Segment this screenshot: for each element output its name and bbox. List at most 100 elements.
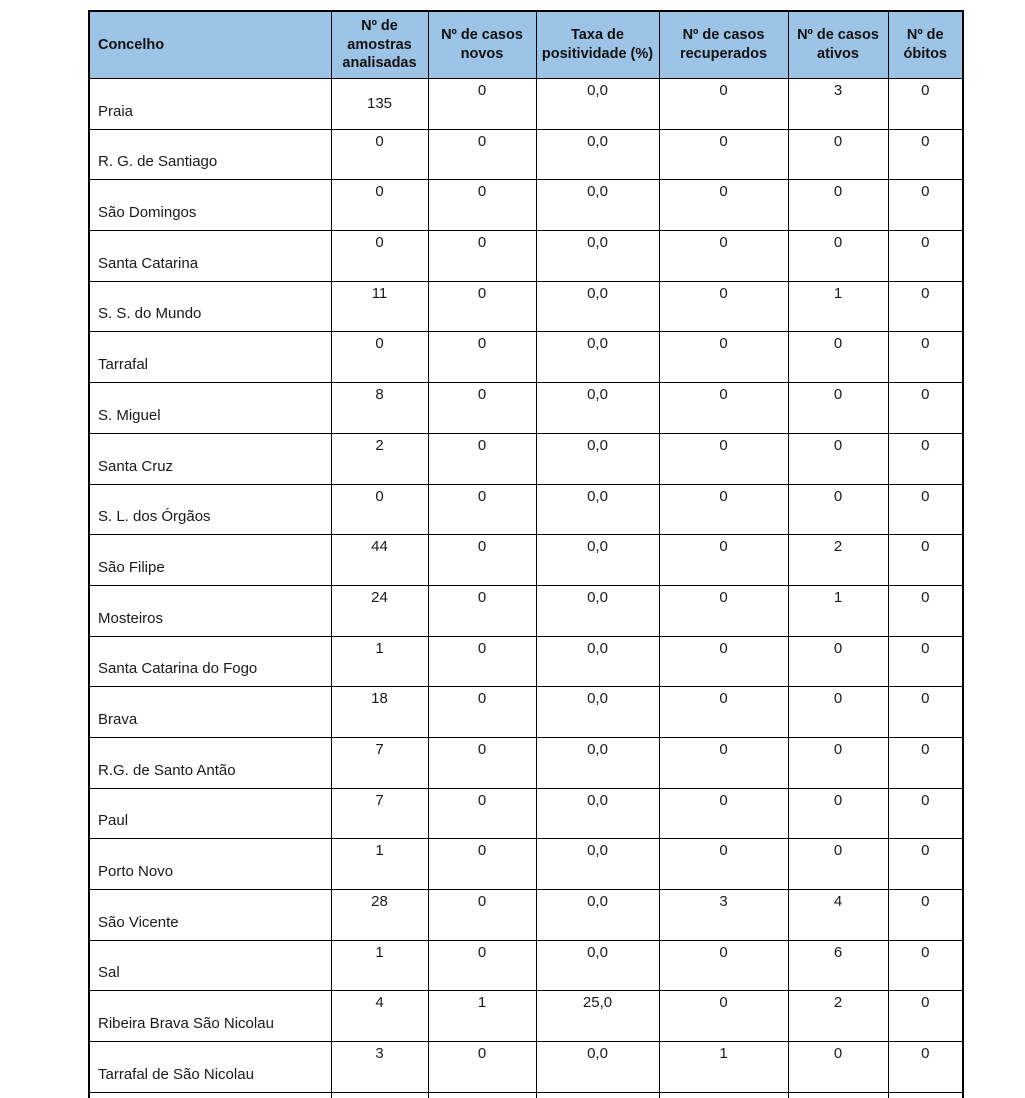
- cell-recuperados: 0: [658, 280, 789, 333]
- cell-novos: 0: [427, 1091, 537, 1098]
- column-header-recuperados: Nº de casos recuperados: [658, 10, 789, 79]
- table-row: São Domingos 0 0 0,0 0 0 0: [88, 179, 964, 232]
- cell-obitos: 0: [887, 1041, 964, 1093]
- cell-novos: 0: [427, 179, 537, 232]
- table-row: Tarrafal 0 0 0,0 0 0 0: [88, 331, 964, 384]
- table-row: São Vicente 28 0 0,0 3 4 0: [88, 889, 964, 941]
- cell-recuperados: 0: [658, 736, 789, 789]
- cell-concelho: Brava: [88, 686, 332, 738]
- cell-novos: 0: [427, 534, 537, 586]
- cell-amostras: 24: [330, 584, 429, 637]
- column-header-concelho: Concelho: [88, 10, 332, 79]
- column-header-ativos: Nº de casos ativos: [787, 10, 889, 79]
- cell-recuperados: 0: [658, 686, 789, 738]
- header-row: Concelho Nº de amostras analisadas Nº de c…: [88, 10, 964, 79]
- table-row: Porto Novo 1 0 0,0 0 0 0: [88, 838, 964, 890]
- cell-obitos: 0: [887, 584, 964, 637]
- cell-amostras: 1: [330, 838, 429, 890]
- table-row: Praia 135 0 0,0 0 3 0: [88, 78, 964, 130]
- cell-taxa: 0,0: [535, 736, 660, 789]
- cell-obitos: 0: [887, 787, 964, 840]
- cell-ativos: 2: [787, 534, 889, 586]
- cell-recuperados: 0: [658, 331, 789, 384]
- cell-ativos: 0: [787, 1041, 889, 1093]
- cell-ativos: 0: [787, 382, 889, 434]
- cell-ativos: 1: [787, 280, 889, 333]
- cell-novos: 0: [427, 483, 537, 536]
- table-row: R. G. de Santiago 0 0 0,0 0 0 0: [88, 128, 964, 181]
- cell-amostras: 11: [330, 280, 429, 333]
- cell-concelho: R. G. de Santiago: [88, 128, 332, 181]
- cell-concelho: Paul: [88, 787, 332, 840]
- cell-taxa: 0,0: [535, 483, 660, 536]
- concelhos-table-wrap: Concelho Nº de amostras analisadas Nº de c…: [88, 10, 964, 1098]
- cell-obitos: 0: [887, 179, 964, 232]
- cell-ativos: 0: [787, 230, 889, 282]
- cell-recuperados: 3: [658, 889, 789, 941]
- column-header-taxa: Taxa de positividade (%): [535, 10, 660, 79]
- cell-taxa: 0,0: [535, 534, 660, 586]
- cell-concelho: Tarrafal: [88, 331, 332, 384]
- cell-obitos: 0: [887, 331, 964, 384]
- cell-taxa: 0,0: [535, 179, 660, 232]
- table-row: Paul 7 0 0,0 0 0 0: [88, 787, 964, 840]
- cell-obitos: 0: [887, 1091, 964, 1098]
- cell-obitos: 0: [887, 78, 964, 130]
- cell-recuperados: 0: [658, 78, 789, 130]
- cell-concelho: Praia: [88, 78, 332, 130]
- table-row: Ribeira Brava São Nicolau 4 1 25,0 0 2 0: [88, 990, 964, 1043]
- table-row: Santa Catarina 0 0 0,0 0 0 0: [88, 230, 964, 282]
- table-row: S. L. dos Órgãos 0 0 0,0 0 0 0: [88, 483, 964, 536]
- cell-obitos: 0: [887, 483, 964, 536]
- cell-novos: 0: [427, 331, 537, 384]
- cell-amostras: 0: [330, 1091, 429, 1098]
- cell-recuperados: 0: [658, 1091, 789, 1098]
- cell-ativos: 2: [787, 990, 889, 1043]
- cell-concelho: São Filipe: [88, 534, 332, 586]
- cell-obitos: 0: [887, 432, 964, 485]
- cell-novos: 0: [427, 686, 537, 738]
- cell-amostras: 7: [330, 736, 429, 789]
- cell-obitos: 0: [887, 990, 964, 1043]
- cell-obitos: 0: [887, 230, 964, 282]
- cell-novos: 0: [427, 939, 537, 992]
- cell-ativos: 0: [787, 838, 889, 890]
- cell-novos: 0: [427, 432, 537, 485]
- table-row: São Filipe 44 0 0,0 0 2 0: [88, 534, 964, 586]
- table-row: Mosteiros 24 0 0,0 0 1 0: [88, 584, 964, 637]
- cell-recuperados: 0: [658, 787, 789, 840]
- cell-concelho: Santa Cruz: [88, 432, 332, 485]
- cell-taxa: 0,0: [535, 635, 660, 688]
- table-row: Santa Catarina do Fogo 1 0 0,0 0 0 0: [88, 635, 964, 688]
- cell-recuperados: 0: [658, 230, 789, 282]
- cell-taxa: 0,0: [535, 432, 660, 485]
- cell-ativos: 0: [787, 483, 889, 536]
- cell-recuperados: 0: [658, 838, 789, 890]
- cell-obitos: 0: [887, 635, 964, 688]
- cell-amostras: 3: [330, 1041, 429, 1093]
- cell-amostras: 0: [330, 179, 429, 232]
- cell-obitos: 0: [887, 736, 964, 789]
- table-header: Concelho Nº de amostras analisadas Nº de c…: [88, 10, 964, 79]
- cell-ativos: 3: [787, 78, 889, 130]
- cell-ativos: 1: [787, 584, 889, 637]
- cell-novos: 0: [427, 584, 537, 637]
- cell-obitos: 0: [887, 939, 964, 992]
- cell-ativos: 0: [787, 331, 889, 384]
- cell-taxa: 0,0: [535, 1091, 660, 1098]
- cell-amostras: 2: [330, 432, 429, 485]
- cell-taxa: 0,0: [535, 939, 660, 992]
- cell-recuperados: 0: [658, 179, 789, 232]
- cell-concelho: S. Miguel: [88, 382, 332, 434]
- cell-ativos: 0: [787, 736, 889, 789]
- cell-amostras: 4: [330, 990, 429, 1043]
- table-row: R.G. de Santo Antão 7 0 0,0 0 0 0: [88, 736, 964, 789]
- cell-obitos: 0: [887, 838, 964, 890]
- cell-amostras: 0: [330, 230, 429, 282]
- cell-concelho: São Vicente: [88, 889, 332, 941]
- cell-amostras: 0: [330, 331, 429, 384]
- cell-taxa: 0,0: [535, 382, 660, 434]
- cell-ativos: 6: [787, 939, 889, 992]
